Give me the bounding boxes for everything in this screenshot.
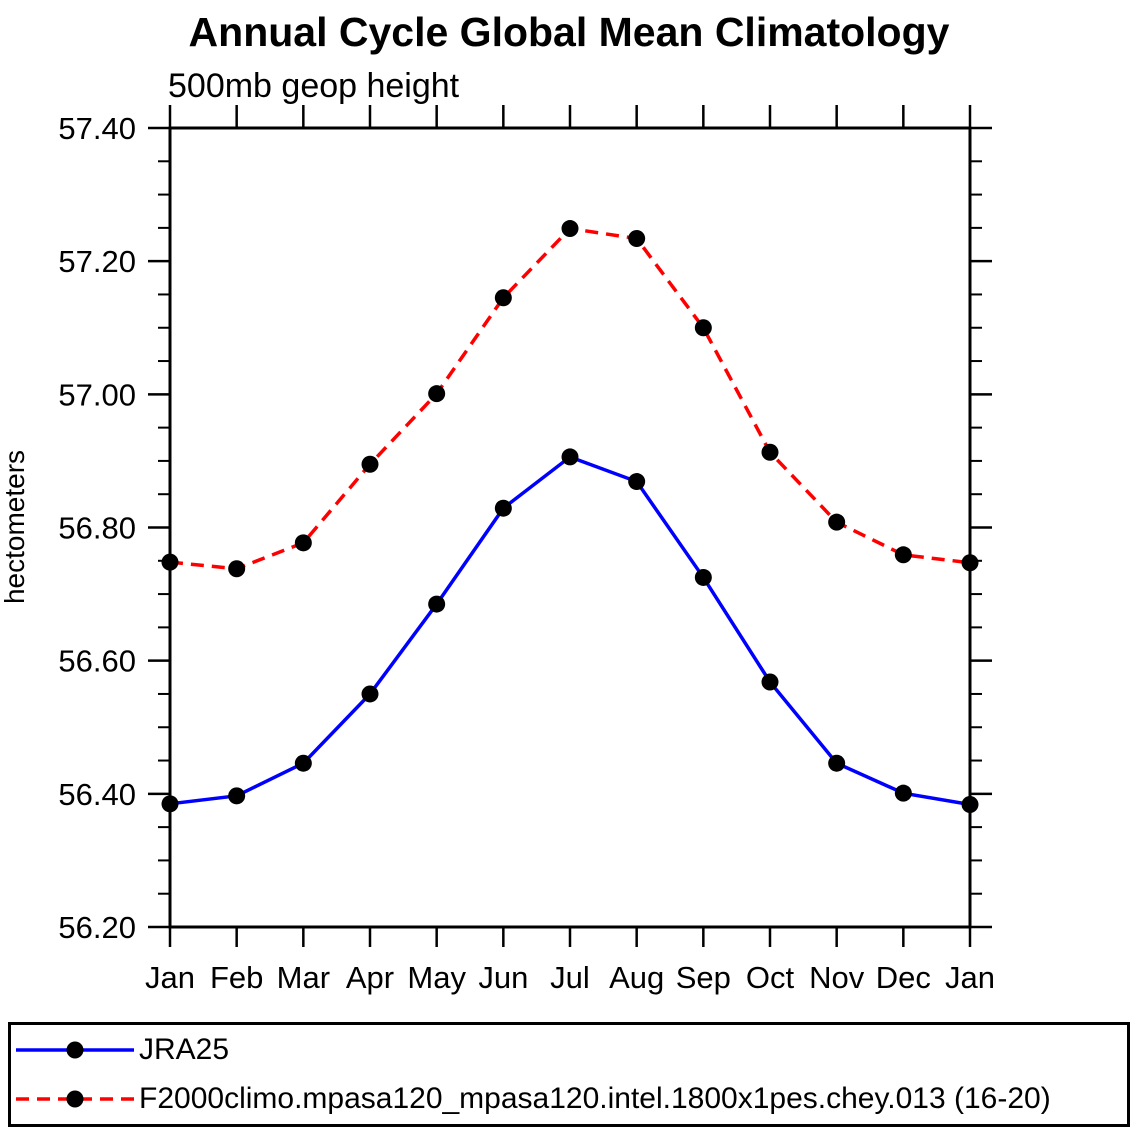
legend-sample-jra25 [16,1041,134,1059]
x-tick-label: Jun [478,960,528,995]
data-point-marker [694,568,712,586]
x-tick-label: Mar [277,960,330,995]
data-point-marker [828,513,846,531]
data-point-marker [628,230,646,248]
legend-sample-f2000climo [16,1090,134,1108]
series-line-f2000climo [169,226,971,571]
data-point-marker [494,499,512,517]
data-point-marker [494,289,512,307]
y-tick-label: 57.40 [58,111,136,146]
x-tick-label: Oct [746,960,795,995]
data-point-marker [161,553,179,571]
y-tick-label: 57.00 [58,377,136,412]
data-point-marker [561,448,579,466]
y-tick-label: 56.20 [58,910,136,945]
data-point-marker [761,673,779,691]
x-tick-label: Aug [609,960,664,995]
legend: JRA25 F2000climo.mpasa120_mpasa120.intel… [8,1022,1130,1127]
data-point-marker [828,754,846,772]
legend-label-jra25: JRA25 [139,1033,230,1067]
data-point-marker [628,473,646,491]
x-tick-label: Apr [346,960,394,995]
data-point-marker [694,319,712,337]
data-point-marker [561,220,579,238]
chart-title: Annual Cycle Global Mean Climatology [189,9,950,55]
data-point-marker [228,560,246,578]
data-point-marker [894,546,912,564]
legend-marker-icon-f2000climo [66,1090,84,1108]
legend-label-f2000climo: F2000climo.mpasa120_mpasa120.intel.1800x… [139,1081,1051,1115]
data-point-marker [361,685,379,703]
data-point-marker [428,385,446,403]
x-tick-label: Nov [809,960,865,995]
data-point-marker [228,787,246,805]
y-tick-label: 56.40 [58,777,136,812]
plot-area: Jan Feb Mar Apr May Jun Jul Aug Sep Oct Nov Dec Jan 5… [58,105,995,995]
x-tick-label: Jan [145,960,195,995]
x-tick-label: Jul [550,960,590,995]
y-tick-label: 57.20 [58,244,136,279]
data-point-marker [761,443,779,461]
x-tick-label: Dec [876,960,931,995]
y-tick-label: 56.80 [58,511,136,546]
x-tick-label: Feb [210,960,263,995]
data-point-marker [294,754,312,772]
x-tick-label: May [407,960,466,995]
x-tick-label: Jan [945,960,995,995]
legend-item-f2000climo: F2000climo.mpasa120_mpasa120.intel.1800x… [14,1076,1127,1122]
data-point-marker [961,554,979,572]
data-point-marker [894,784,912,802]
y-tick-label: 56.60 [58,644,136,679]
data-point-marker [161,795,179,813]
plot-border [168,126,972,929]
data-point-marker [961,795,979,813]
legend-item-jra25: JRA25 [14,1027,1127,1073]
x-tick-label: Sep [676,960,731,995]
chart-subtitle: 500mb geop height [168,67,460,105]
series-line-jra25 [169,454,971,807]
data-point-marker [294,534,312,552]
data-point-marker [361,455,379,473]
legend-marker-icon-jra25 [66,1041,84,1059]
data-point-marker [428,595,446,613]
y-axis-label: hectometers [0,450,30,604]
